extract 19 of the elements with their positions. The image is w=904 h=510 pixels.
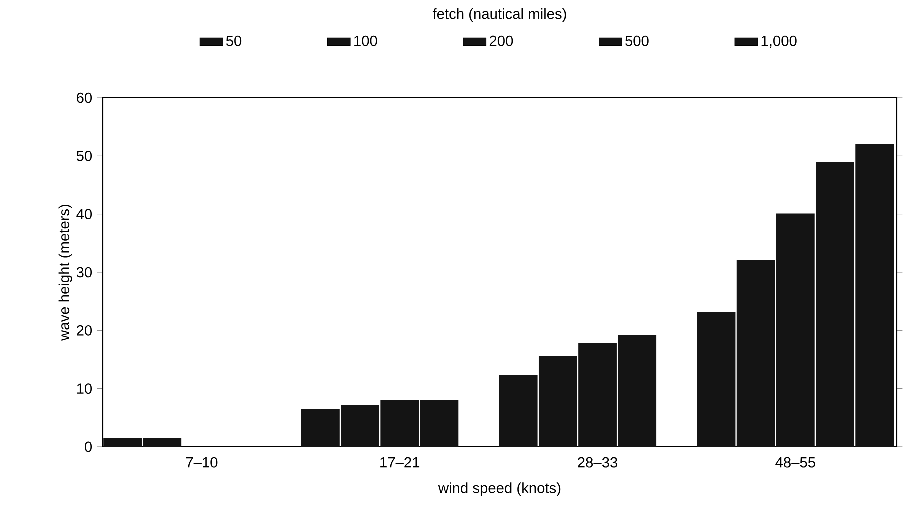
x-tick-label: 28–33 [578, 457, 618, 468]
y-tick-label: 40 [76, 209, 92, 220]
y-axis-title: wave height (meters) [58, 204, 72, 341]
legend-label: 1,000 [762, 36, 797, 48]
y-tick-label: 0 [85, 442, 92, 452]
legend-label: 500 [626, 36, 649, 46]
y-tick-label: 50 [76, 150, 92, 162]
y-tick-label: 60 [77, 92, 92, 104]
legend-title: fetch (nautical miles) [432, 8, 566, 22]
x-tick-label: 48–55 [776, 457, 816, 468]
y-tick-label: 20 [77, 325, 92, 336]
y-tick-label: 30 [76, 267, 92, 278]
legend-label: 200 [490, 36, 514, 46]
x-tick-label: 7–10 [186, 457, 218, 468]
legend-label: 50 [226, 36, 242, 46]
x-axis-title: wind speed (knots) [438, 482, 561, 496]
y-tick-label: 10 [77, 384, 92, 394]
x-tick-label: 17–21 [380, 457, 420, 468]
legend-label: 100 [354, 36, 378, 46]
